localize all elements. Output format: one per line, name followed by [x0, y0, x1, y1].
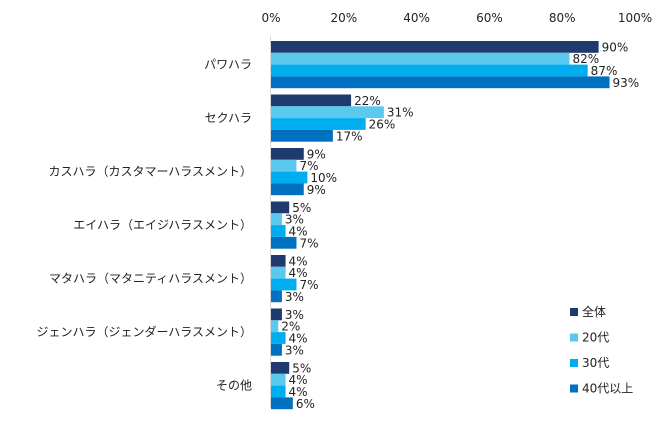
data-label: 3% — [285, 290, 304, 304]
legend-label: 30代 — [582, 356, 609, 370]
data-label: 2% — [281, 320, 300, 334]
bar-20代-1 — [271, 106, 384, 119]
data-label: 90% — [602, 40, 629, 54]
data-label: 4% — [289, 254, 308, 268]
bar-20代-4 — [271, 266, 286, 279]
x-tick-label: 20% — [330, 11, 357, 25]
bar-40代以上-2 — [271, 183, 304, 196]
data-label: 4% — [289, 332, 308, 346]
bar-全体-1 — [271, 94, 352, 107]
data-label: 22% — [354, 94, 381, 108]
bar-30代-2 — [271, 171, 308, 184]
bar-全体-6 — [271, 362, 290, 374]
category-label: セクハラ — [205, 111, 252, 125]
legend-label: 20代 — [582, 331, 609, 345]
bar-30代-0 — [271, 64, 588, 77]
category-label: マタハラ（マタニティハラスメント） — [49, 272, 252, 286]
bar-30代-4 — [271, 278, 297, 291]
data-label: 6% — [296, 397, 315, 411]
x-tick-label: 100% — [618, 11, 652, 25]
data-label: 82% — [572, 52, 599, 66]
x-tick-label: 40% — [403, 11, 430, 25]
bar-20代-6 — [271, 373, 286, 386]
legend-label: 40代以上 — [582, 382, 633, 396]
data-label: 87% — [591, 64, 618, 78]
data-label: 4% — [289, 225, 308, 239]
data-label: 7% — [299, 159, 318, 173]
x-tick-label: 0% — [261, 11, 280, 25]
category-label: エイハラ（エイジハラスメント） — [73, 218, 252, 232]
data-label: 17% — [336, 129, 363, 143]
category-label: パワハラ — [204, 58, 252, 72]
category-label: カスハラ（カスタマーハラスメント） — [48, 165, 252, 179]
x-tick-label: 60% — [476, 11, 503, 25]
data-label: 10% — [310, 171, 337, 185]
bar-30代-6 — [271, 385, 286, 398]
data-label: 31% — [387, 106, 414, 120]
legend-swatch — [570, 333, 578, 342]
data-label: 3% — [285, 343, 304, 357]
bar-30代-3 — [271, 225, 286, 237]
legend-swatch — [570, 384, 578, 393]
bar-全体-3 — [271, 201, 290, 214]
data-label: 3% — [285, 213, 304, 227]
data-label: 4% — [289, 266, 308, 280]
data-label: 5% — [292, 361, 311, 375]
data-label: 9% — [307, 147, 326, 161]
bar-40代以上-0 — [271, 76, 610, 89]
data-label: 7% — [299, 236, 318, 250]
x-tick-label: 80% — [549, 11, 576, 25]
data-label: 5% — [292, 201, 311, 215]
bar-20代-0 — [271, 52, 570, 65]
bar-全体-5 — [271, 308, 282, 321]
bar-40代以上-3 — [271, 236, 297, 249]
bar-20代-2 — [271, 159, 297, 172]
data-label: 3% — [285, 308, 304, 322]
legend-label: 全体 — [582, 304, 606, 319]
bar-全体-4 — [271, 255, 286, 267]
bar-20代-3 — [271, 213, 282, 226]
legend-swatch — [570, 308, 578, 316]
category-label: その他 — [216, 379, 252, 393]
bar-全体-2 — [271, 148, 304, 160]
bar-全体-0 — [271, 41, 599, 53]
bar-40代以上-6 — [271, 397, 293, 410]
data-label: 93% — [613, 76, 640, 90]
bar-30代-1 — [271, 118, 366, 130]
data-label: 4% — [289, 385, 308, 399]
data-label: 9% — [307, 183, 326, 197]
data-label: 26% — [369, 118, 396, 132]
bar-40代以上-4 — [271, 290, 282, 303]
bar-40代以上-5 — [271, 343, 282, 356]
category-label: ジェンハラ（ジェンダーハラスメント） — [36, 324, 252, 339]
data-label: 7% — [299, 278, 318, 292]
bar-40代以上-1 — [271, 129, 333, 142]
data-label: 4% — [289, 373, 308, 387]
bar-30代-5 — [271, 332, 286, 344]
bar-20代-5 — [271, 320, 279, 333]
legend-swatch — [570, 359, 578, 367]
